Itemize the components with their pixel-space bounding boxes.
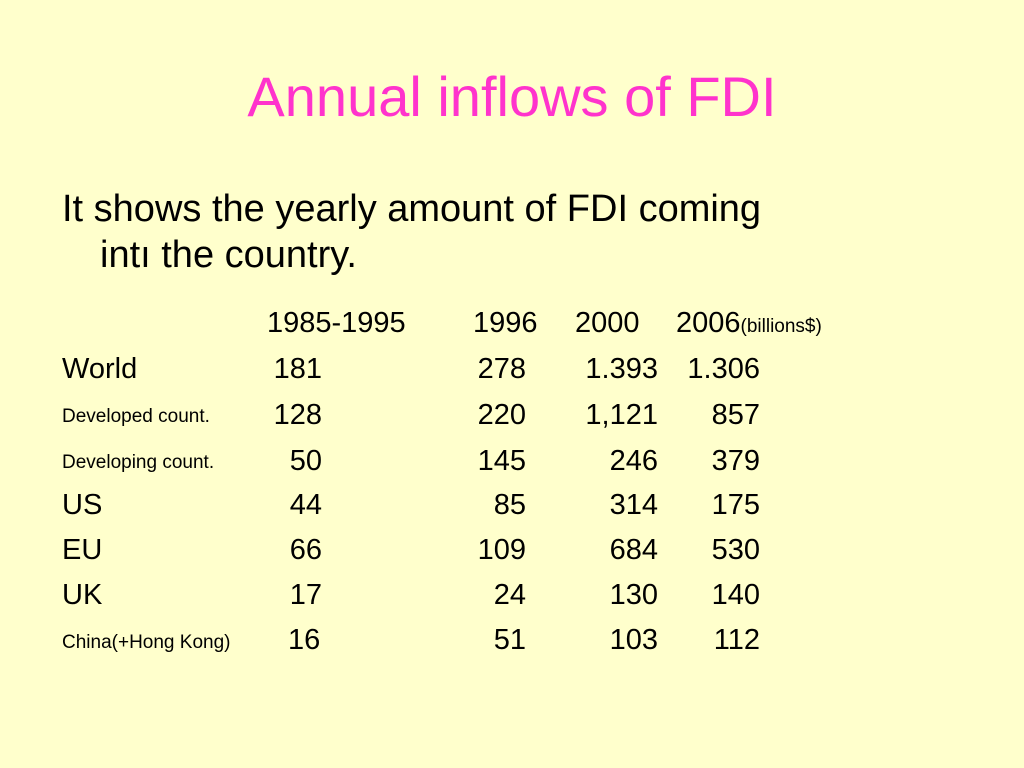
col-header-2000: 2000	[575, 307, 640, 339]
cell-world-1985-1995: 181	[273, 353, 322, 385]
row-label-china: China(+Hong Kong)	[62, 632, 231, 653]
cell-eu-1985-1995: 66	[289, 534, 322, 566]
cell-world-2006: 1.306	[687, 353, 760, 385]
col-header-2006-wrap: 2006(billions$)	[676, 308, 822, 343]
row-label-developed: Developed count.	[62, 406, 210, 427]
cell-uk-1985-1995: 17	[289, 579, 322, 611]
cell-eu-1996: 109	[477, 534, 526, 566]
row-label-world: World	[62, 353, 138, 385]
cell-developing-2006: 379	[711, 445, 760, 477]
cell-developing-2000: 246	[609, 445, 658, 477]
intro-text: It shows the yearly amount of FDI coming…	[62, 186, 962, 278]
unit-note: (billions$)	[740, 316, 822, 337]
cell-developing-1985-1995: 50	[289, 445, 322, 477]
cell-us-1996: 85	[493, 489, 526, 521]
cell-us-1985-1995: 44	[289, 489, 322, 521]
cell-developed-1996: 220	[477, 399, 526, 431]
cell-eu-2006: 530	[711, 534, 760, 566]
cell-eu-2000: 684	[609, 534, 658, 566]
row-label-developing: Developing count.	[62, 452, 215, 473]
cell-world-2000: 1.393	[585, 353, 658, 385]
cell-uk-2000: 130	[609, 579, 658, 611]
cell-uk-1996: 24	[493, 579, 526, 611]
col-header-2006: 2006	[676, 307, 741, 339]
cell-china-2006: 112	[713, 624, 760, 656]
row-label-uk: UK	[62, 579, 103, 611]
cell-world-1996: 278	[477, 353, 526, 385]
cell-developed-2006: 857	[711, 399, 760, 431]
intro-line-1: It shows the yearly amount of FDI coming	[62, 188, 762, 230]
intro-line-2: intı the country.	[100, 234, 357, 276]
cell-developed-2000: 1,121	[585, 399, 658, 431]
cell-china-1985-1995: 16	[288, 624, 321, 656]
cell-developing-1996: 145	[477, 445, 526, 477]
row-label-us: US	[62, 489, 103, 521]
col-header-1985-1995: 1985-1995	[267, 307, 406, 339]
cell-uk-2006: 140	[711, 579, 760, 611]
cell-china-2000: 103	[609, 624, 658, 656]
cell-china-1996: 51	[493, 624, 526, 656]
cell-developed-1985-1995: 128	[273, 399, 322, 431]
slide-title: Annual inflows of FDI	[247, 65, 777, 128]
row-label-eu: EU	[62, 534, 103, 566]
cell-us-2000: 314	[609, 489, 658, 521]
col-header-1996: 1996	[473, 307, 538, 339]
cell-us-2006: 175	[711, 489, 760, 521]
